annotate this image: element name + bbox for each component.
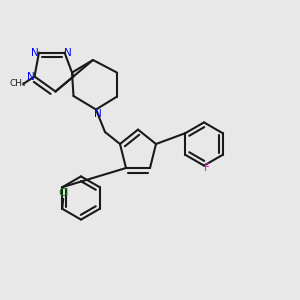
Text: N: N (94, 109, 101, 119)
Text: N: N (27, 71, 35, 82)
Text: Cl: Cl (58, 188, 69, 198)
Text: CH₃: CH₃ (10, 80, 27, 88)
Text: N: N (31, 47, 38, 58)
Text: F: F (204, 163, 210, 173)
Text: N: N (64, 47, 72, 58)
